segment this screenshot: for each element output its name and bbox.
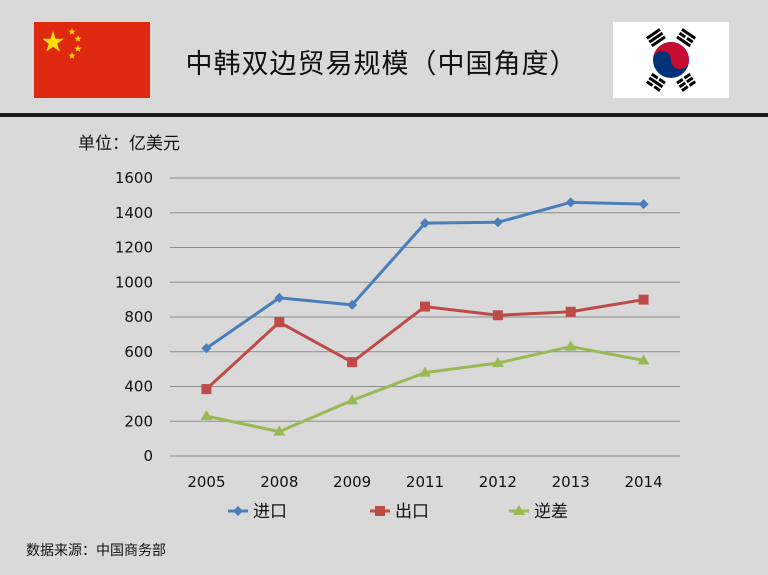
x-tick-label: 2009 bbox=[333, 473, 371, 491]
x-tick-label: 2005 bbox=[187, 473, 225, 491]
data-point bbox=[420, 218, 430, 229]
data-point bbox=[274, 292, 285, 303]
legend-marker bbox=[233, 506, 243, 516]
header-divider bbox=[0, 113, 768, 117]
data-point bbox=[419, 366, 431, 377]
data-point bbox=[637, 354, 650, 365]
data-point bbox=[492, 310, 503, 321]
china-flag-icon bbox=[34, 22, 150, 98]
data-point bbox=[201, 343, 212, 354]
page-title: 中韩双边贸易规模（中国角度） bbox=[185, 49, 578, 80]
y-tick-label: 1600 bbox=[115, 169, 153, 187]
data-point bbox=[565, 306, 576, 317]
legend-marker bbox=[375, 506, 385, 516]
data-point bbox=[564, 340, 577, 351]
y-tick-label: 200 bbox=[124, 412, 153, 430]
y-tick-label: 1000 bbox=[115, 273, 153, 291]
south-korea-flag bbox=[613, 22, 729, 98]
x-tick-label: 2014 bbox=[624, 473, 662, 491]
china-flag bbox=[34, 22, 150, 98]
data-point bbox=[420, 301, 430, 312]
x-tick-label: 2013 bbox=[552, 473, 590, 491]
data-point bbox=[638, 294, 649, 305]
y-tick-label: 1400 bbox=[115, 204, 153, 222]
legend-label: 逆差 bbox=[534, 502, 568, 522]
x-tick-label: 2011 bbox=[406, 473, 444, 491]
source-label: 数据来源：中国商务部 bbox=[26, 543, 166, 559]
data-point bbox=[492, 217, 503, 228]
data-point bbox=[274, 317, 285, 328]
data-point bbox=[491, 357, 504, 368]
data-point bbox=[200, 410, 213, 421]
x-tick-label: 2008 bbox=[260, 473, 298, 491]
header: 中韩双边贸易规模（中国角度） bbox=[0, 0, 768, 113]
y-tick-label: 1200 bbox=[115, 239, 153, 257]
y-tick-label: 600 bbox=[124, 343, 153, 361]
y-tick-label: 800 bbox=[124, 308, 153, 326]
y-tick-label: 400 bbox=[124, 378, 153, 396]
data-point bbox=[273, 425, 286, 436]
data-point bbox=[201, 384, 212, 395]
legend-marker bbox=[513, 505, 525, 515]
data-point bbox=[565, 197, 576, 208]
series-line-3 bbox=[206, 345, 644, 434]
data-point bbox=[638, 199, 649, 210]
y-tick-label: 0 bbox=[143, 447, 153, 465]
data-point bbox=[346, 394, 359, 405]
legend-label: 进口 bbox=[253, 502, 287, 522]
data-point bbox=[347, 299, 358, 310]
x-tick-label: 2012 bbox=[479, 473, 517, 491]
south-korea-flag-icon bbox=[613, 22, 729, 98]
legend-label: 出口 bbox=[395, 502, 429, 522]
data-point bbox=[347, 357, 358, 368]
unit-label: 单位：亿美元 bbox=[78, 134, 180, 154]
